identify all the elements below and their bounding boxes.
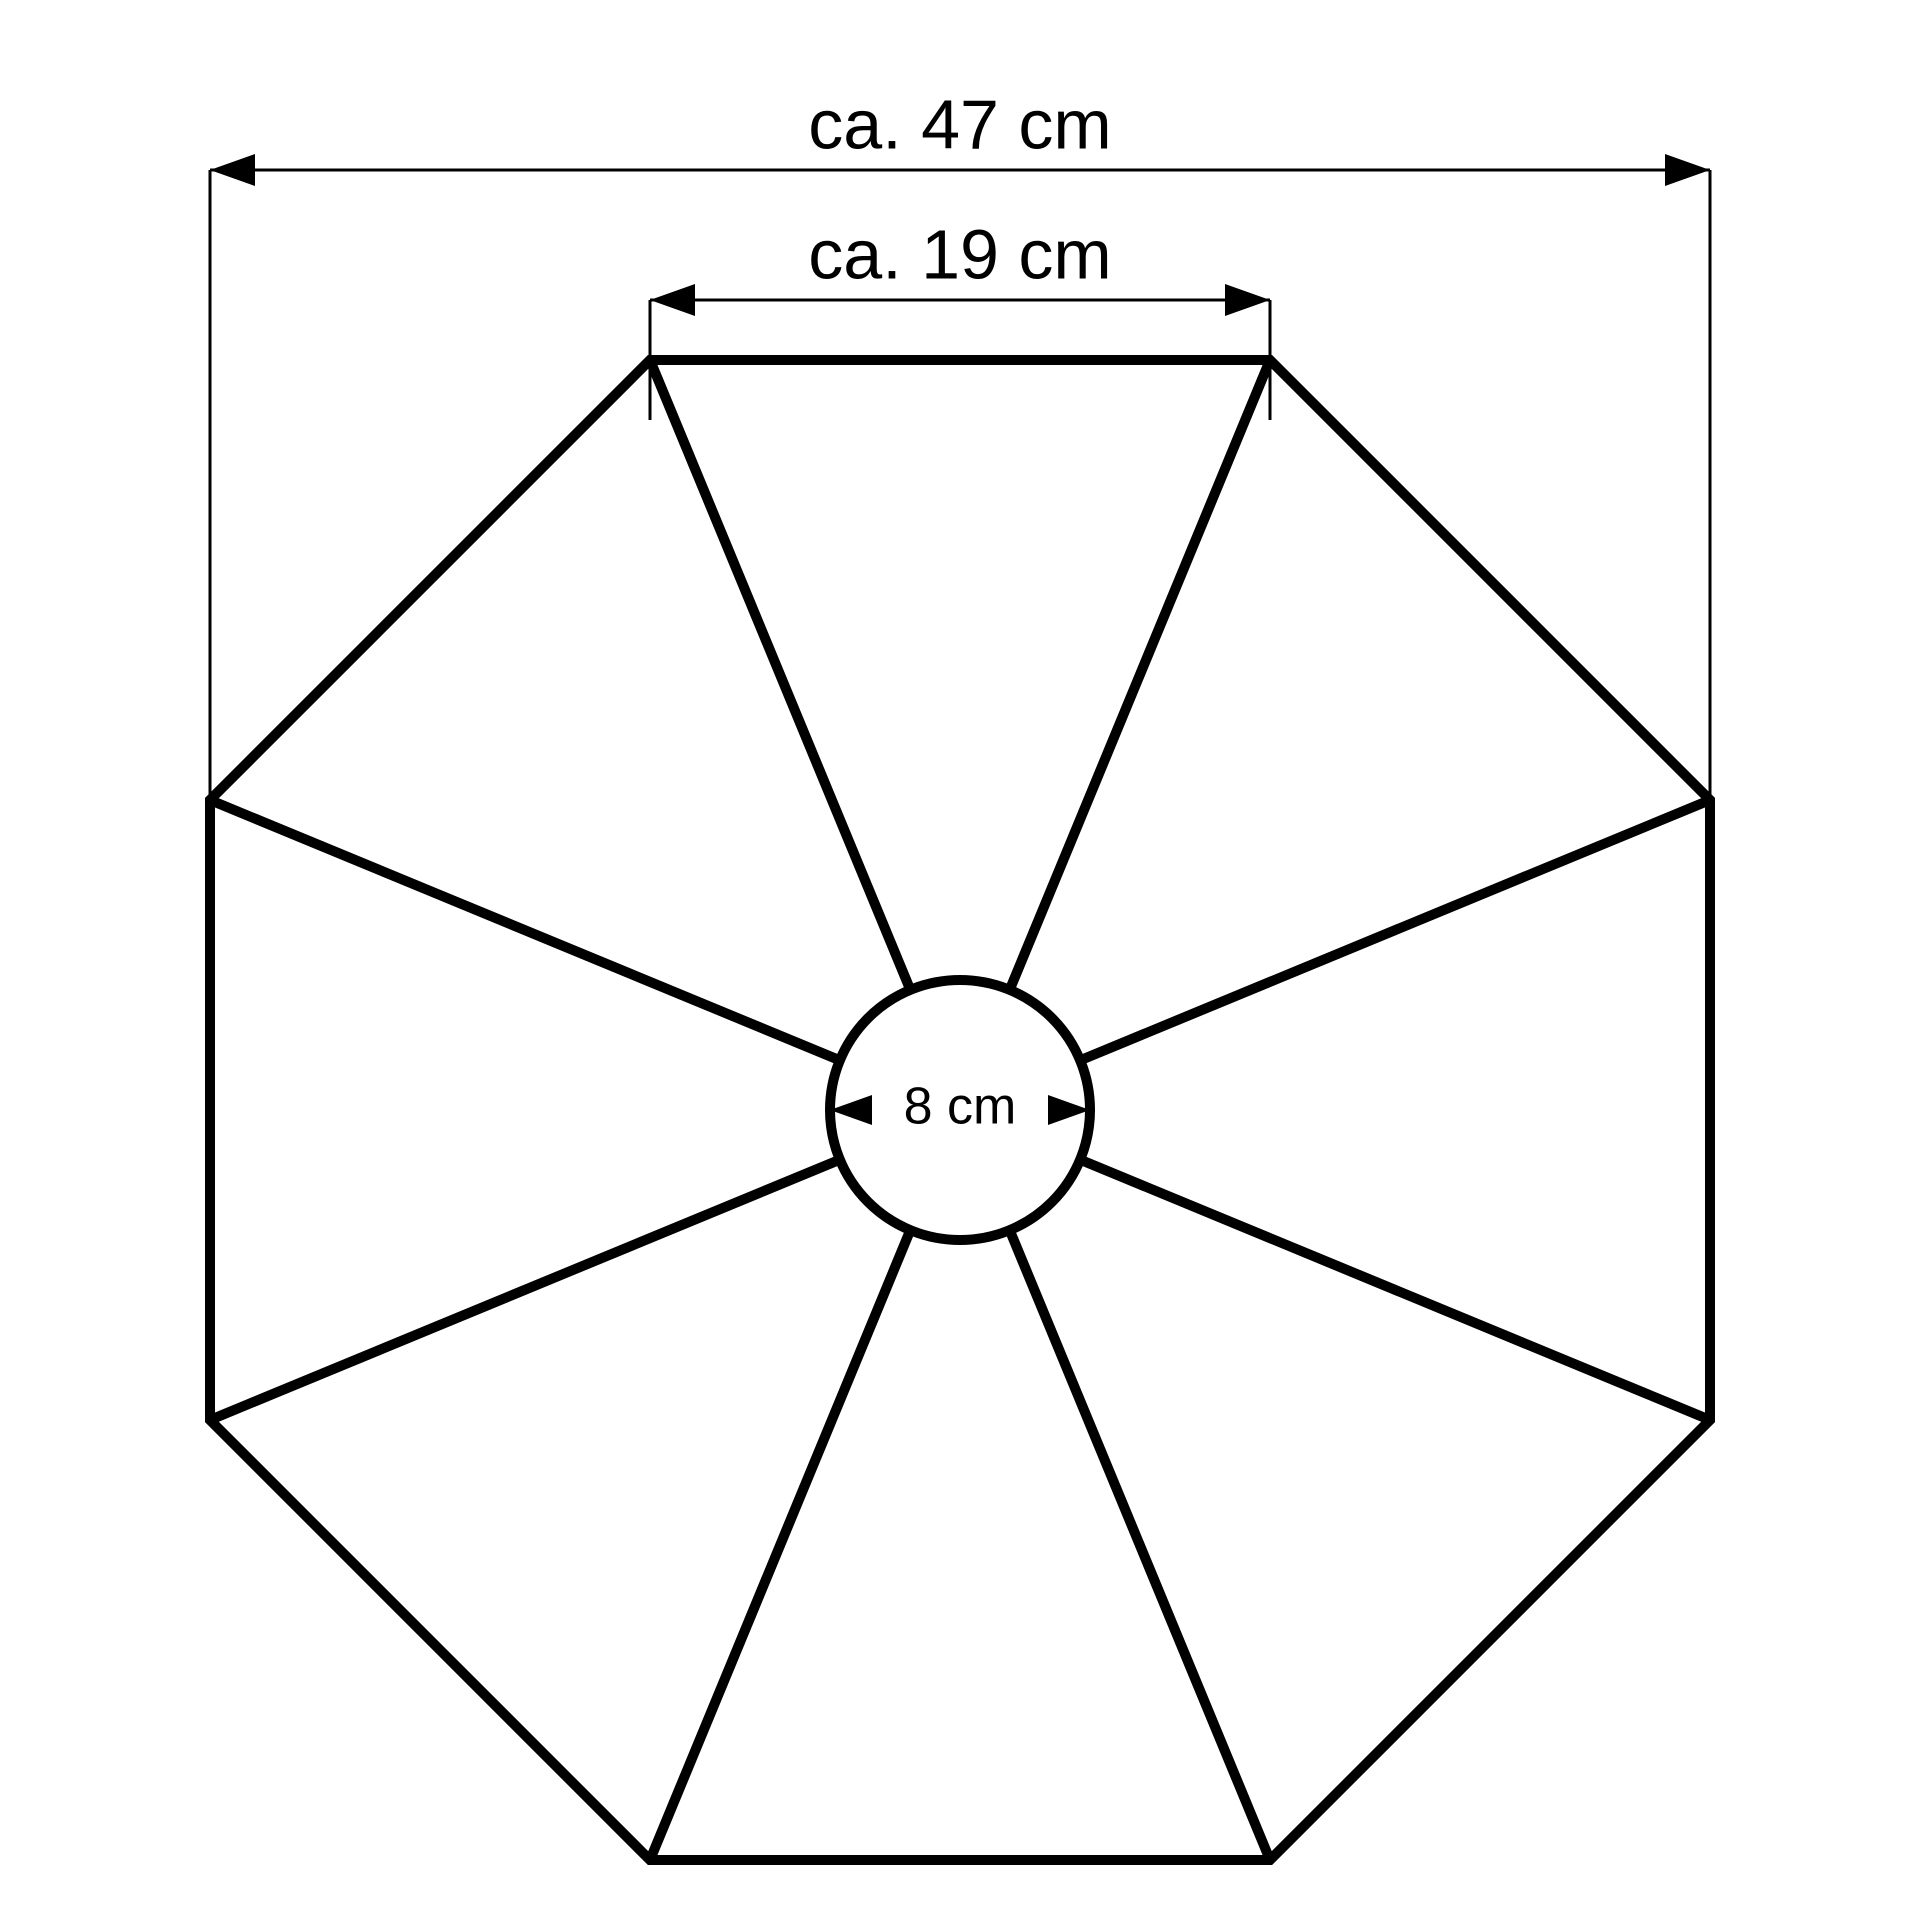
arrow-top-left xyxy=(650,284,695,316)
arrow-outer-right xyxy=(1665,154,1710,186)
arrow-outer-left xyxy=(210,154,255,186)
dim-label-outer: ca. 47 cm xyxy=(808,85,1111,163)
dim-label-circle: 8 cm xyxy=(904,1078,1017,1136)
dim-label-top: ca. 19 cm xyxy=(808,215,1111,293)
arrow-top-right xyxy=(1225,284,1270,316)
octagon-dimension-diagram: ca. 47 cm ca. 19 cm 8 cm xyxy=(0,0,1920,1920)
